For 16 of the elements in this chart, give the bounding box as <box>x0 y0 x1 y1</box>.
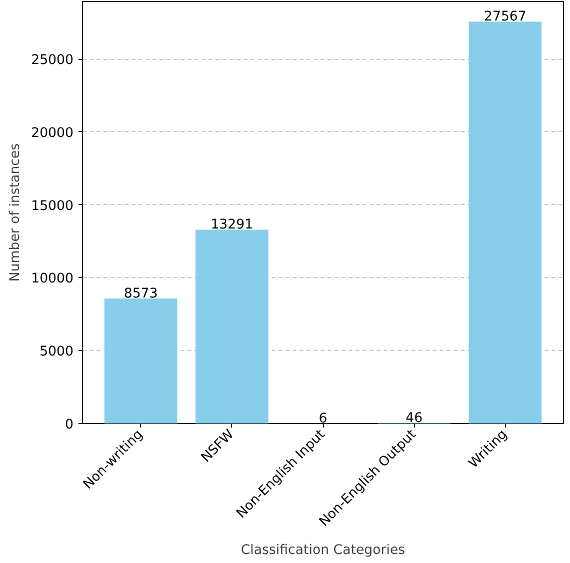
y-tick-label: 25000 <box>31 53 74 68</box>
y-tick-label: 15000 <box>31 198 74 214</box>
x-axis-title: Classification Categories <box>240 543 406 558</box>
data-label: 46 <box>406 410 423 426</box>
y-tick-label: 0 <box>65 418 74 432</box>
y-tick-label: 5000 <box>40 344 74 360</box>
data-label: 13291 <box>210 218 254 233</box>
data-label: 6 <box>318 411 328 426</box>
y-axis-title: Number of instances <box>8 143 24 282</box>
bar <box>468 22 542 424</box>
data-label: 27567 <box>484 10 526 25</box>
bar <box>195 230 268 424</box>
y-tick-label: 20000 <box>31 126 74 141</box>
bar <box>104 298 178 424</box>
y-tick-label: 10000 <box>31 272 74 287</box>
data-label: 8573 <box>124 286 158 302</box>
